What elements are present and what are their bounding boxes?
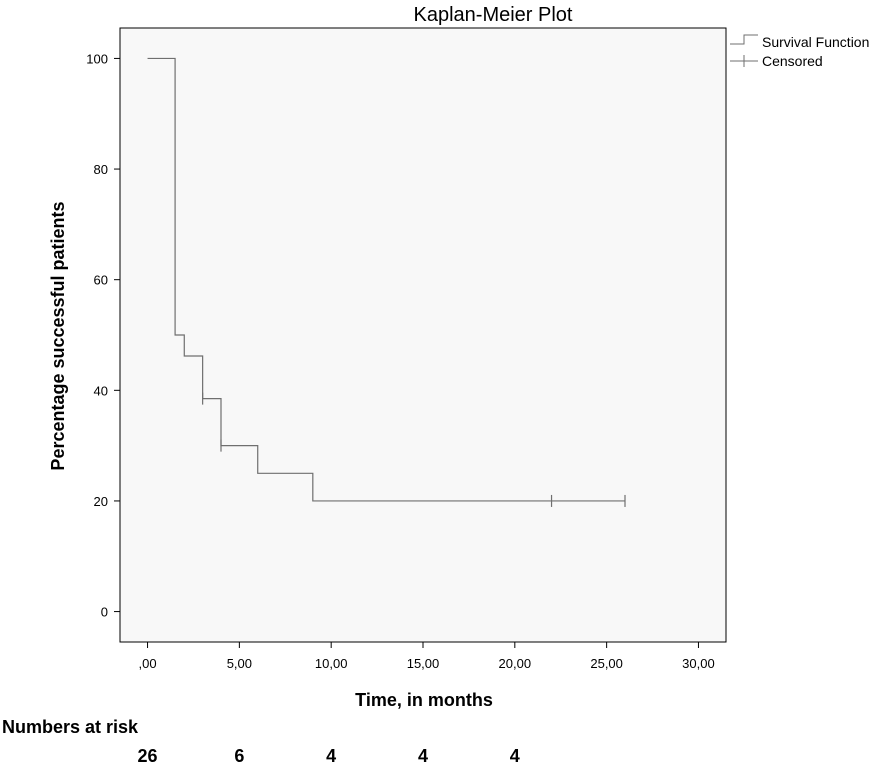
x-axis: ,00 5,00 10,00 15,00 20,00 25,00 30,00 xyxy=(139,642,715,671)
numbers-at-risk-value: 6 xyxy=(234,746,244,766)
y-tick-label: 80 xyxy=(94,162,108,177)
numbers-at-risk-value: 4 xyxy=(510,746,520,766)
legend-label-censored: Censored xyxy=(762,53,823,69)
chart-title: Kaplan-Meier Plot xyxy=(414,4,573,26)
legend-label-survival-function: Survival Function xyxy=(762,34,869,50)
numbers-at-risk-value: 4 xyxy=(418,746,428,766)
legend: Survival Function Censored xyxy=(730,34,869,69)
x-tick-label: 30,00 xyxy=(682,656,715,671)
y-tick-label: 100 xyxy=(86,51,108,66)
legend-item-censored: Censored xyxy=(730,53,823,69)
censored-markers xyxy=(202,392,626,507)
x-tick-label: 5,00 xyxy=(227,656,252,671)
y-tick-label: 20 xyxy=(94,494,108,509)
y-tick-label: 40 xyxy=(94,383,108,398)
x-tick-label: 15,00 xyxy=(407,656,440,671)
numbers-at-risk-value: 4 xyxy=(326,746,336,766)
series-layer xyxy=(147,57,625,502)
numbers-at-risk-label: Numbers at risk xyxy=(2,717,139,737)
legend-item-survival-function: Survival Function xyxy=(730,34,869,50)
numbers-at-risk-values: 26 6 4 4 4 xyxy=(138,746,520,766)
x-axis-title: Time, in months xyxy=(355,690,493,710)
y-axis: 0 20 40 60 80 100 xyxy=(86,51,120,620)
plot-area xyxy=(119,27,727,643)
legend-swatch-survival-function xyxy=(730,34,758,45)
x-tick-label: 10,00 xyxy=(315,656,348,671)
y-tick-label: 60 xyxy=(94,273,108,288)
x-tick-label: ,00 xyxy=(139,656,157,671)
survival-function-line xyxy=(147,57,625,502)
y-axis-title: Percentage successful patients xyxy=(48,201,68,470)
y-tick-label: 0 xyxy=(101,605,108,620)
x-tick-label: 25,00 xyxy=(590,656,623,671)
numbers-at-risk-value: 26 xyxy=(138,746,158,766)
x-tick-label: 20,00 xyxy=(499,656,532,671)
